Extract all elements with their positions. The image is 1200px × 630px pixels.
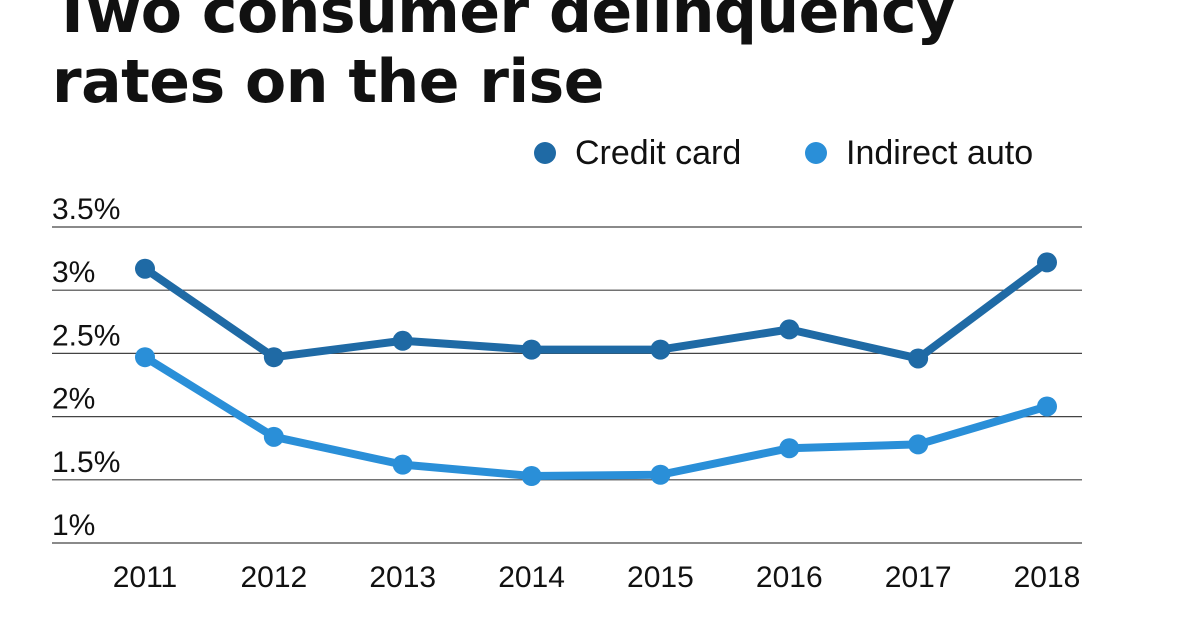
x-tick-label: 2014 <box>498 561 565 594</box>
x-tick-label: 2018 <box>1014 561 1081 594</box>
data-point <box>779 438 800 459</box>
data-point <box>650 464 671 485</box>
data-point <box>908 434 929 455</box>
data-point <box>135 347 155 368</box>
data-point <box>521 339 542 360</box>
x-tick-label: 2015 <box>627 561 694 594</box>
data-point <box>263 347 284 368</box>
x-tick-label: 2012 <box>240 561 307 594</box>
y-axis: 3.5% 3% 2.5% 2% 1.5% 1% <box>52 193 120 542</box>
data-point <box>392 454 413 475</box>
gridlines <box>52 226 1082 544</box>
chart-title-line-1: Two consumer delinquency <box>52 0 955 47</box>
x-tick-label: 2016 <box>756 561 823 594</box>
x-axis: 2011 2012 2013 2014 2015 2016 2017 2018 <box>113 561 1081 594</box>
y-tick-label: 1.5% <box>52 446 120 479</box>
y-tick-label: 2.5% <box>52 319 120 352</box>
data-point <box>521 466 542 487</box>
legend-label: Credit card <box>575 134 741 172</box>
data-point <box>392 330 413 351</box>
legend-marker <box>805 142 827 164</box>
legend: Credit card Indirect auto <box>534 134 1033 172</box>
series-credit-card <box>135 252 1057 369</box>
y-tick-label: 3.5% <box>52 193 120 226</box>
y-tick-label: 2% <box>52 383 95 416</box>
data-point <box>1037 396 1057 417</box>
x-tick-label: 2011 <box>113 561 178 594</box>
data-point <box>908 348 929 369</box>
x-tick-label: 2017 <box>885 561 952 594</box>
legend-marker <box>534 142 556 164</box>
data-point <box>1037 252 1057 273</box>
y-tick-label: 1% <box>52 509 95 542</box>
series-line <box>141 353 1051 481</box>
series-indirect-auto <box>135 347 1057 487</box>
data-point <box>650 339 671 360</box>
chart-title-line-2: rates on the rise <box>52 47 604 117</box>
data-point <box>779 319 800 340</box>
x-tick-label: 2013 <box>369 561 436 594</box>
data-point <box>263 426 284 447</box>
data-point <box>135 258 155 279</box>
series-line <box>141 258 1051 363</box>
legend-label: Indirect auto <box>846 134 1033 172</box>
y-tick-label: 3% <box>52 256 95 289</box>
